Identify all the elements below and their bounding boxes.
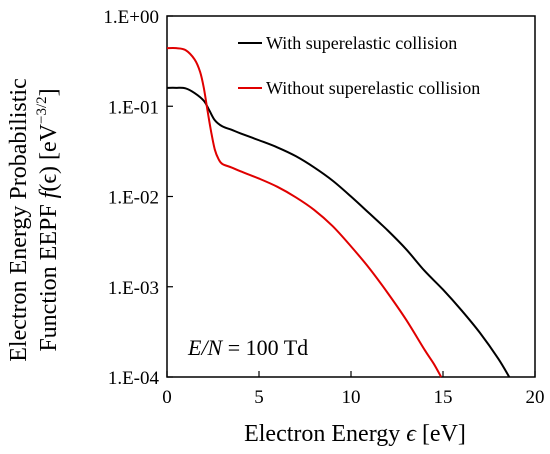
- y-tick-label: 1.E-03: [108, 278, 159, 299]
- y-axis-label-line1: Electron Energy Probabilistic: [6, 78, 32, 362]
- en-annotation-symbol: E/N: [187, 335, 224, 360]
- en-annotation-value: = 100 Td: [222, 335, 308, 360]
- x-axis-label: Electron Energy ϵ [eV]: [244, 421, 466, 447]
- y-ticks: 1.E+00 1.E-01 1.E-02 1.E-03 1.E-04: [103, 7, 173, 389]
- legend-label-with-superelastic: With superelastic collision: [266, 33, 457, 53]
- y-axis-label-close: ]: [36, 88, 62, 96]
- x-tick-label: 10: [342, 387, 361, 408]
- en-annotation: E/N = 100 Td: [187, 335, 308, 360]
- series-layer: [166, 47, 511, 378]
- y-axis-label-prefix: Function EEPF: [36, 198, 62, 351]
- x-axis-label-suffix: [eV]: [416, 421, 466, 447]
- x-tick-label: 5: [254, 387, 264, 408]
- y-tick-label: 1.E-01: [108, 97, 159, 118]
- y-axis-label: Electron Energy Probabilistic Function E…: [6, 78, 62, 362]
- legend-label-without-superelastic: Without superelastic collision: [266, 78, 480, 98]
- y-axis-label-arg: (ϵ): [36, 160, 62, 192]
- x-tick-label: 0: [162, 387, 172, 408]
- x-axis-label-prefix: Electron Energy: [244, 421, 406, 447]
- series-line-without-superelastic: [166, 47, 443, 378]
- y-axis-label-exponent: −3/2: [34, 96, 50, 124]
- legend: With superelastic collision Without supe…: [238, 33, 480, 98]
- y-axis-label-f: f: [36, 188, 62, 198]
- series-line-with-superelastic: [166, 86, 511, 378]
- y-tick-label: 1.E-04: [108, 368, 160, 389]
- y-axis-label-unit: [eV: [36, 123, 62, 160]
- x-tick-label: 15: [434, 387, 453, 408]
- y-tick-label: 1.E+00: [103, 7, 159, 28]
- x-ticks: 0 5 10 15 20: [162, 371, 545, 408]
- x-tick-label: 20: [526, 387, 545, 408]
- y-tick-label: 1.E-02: [108, 188, 159, 209]
- y-axis-label-line2: Function EEPF f(ϵ) [eV−3/2]: [34, 88, 62, 351]
- x-axis-label-symbol: ϵ: [406, 421, 417, 447]
